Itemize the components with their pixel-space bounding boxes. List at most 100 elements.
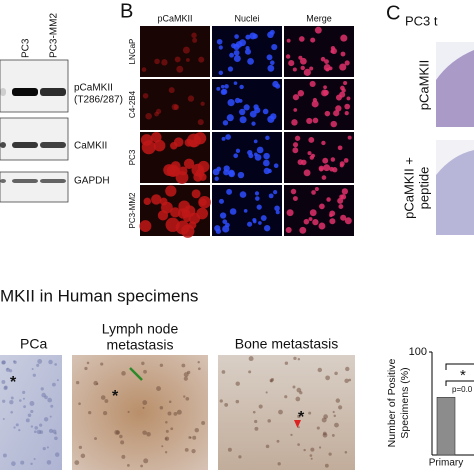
nucleus bbox=[265, 391, 268, 394]
nucleus bbox=[309, 454, 313, 457]
nucleus bbox=[54, 363, 58, 366]
nucleus bbox=[146, 431, 151, 437]
cell bbox=[165, 185, 177, 197]
cell bbox=[330, 49, 335, 54]
nucleus bbox=[50, 404, 54, 408]
cell bbox=[216, 38, 223, 45]
nucleus bbox=[284, 395, 288, 399]
nucleus bbox=[78, 445, 83, 450]
nucleus bbox=[334, 371, 338, 376]
nucleus bbox=[102, 410, 108, 416]
nucleus bbox=[252, 410, 256, 414]
nucleus bbox=[10, 410, 13, 414]
nucleus bbox=[334, 422, 339, 428]
cell bbox=[292, 147, 299, 154]
cell bbox=[267, 31, 274, 39]
nucleus bbox=[197, 361, 200, 364]
nucleus bbox=[296, 387, 302, 393]
nucleus bbox=[78, 402, 81, 406]
nucleus bbox=[185, 396, 190, 401]
cell bbox=[198, 56, 205, 63]
nucleus bbox=[290, 433, 293, 437]
cell bbox=[324, 59, 329, 65]
blot-band bbox=[12, 142, 38, 148]
cell bbox=[216, 166, 222, 172]
nucleus bbox=[6, 367, 9, 370]
cell bbox=[165, 217, 180, 232]
nucleus bbox=[74, 460, 80, 465]
bracket bbox=[445, 363, 474, 370]
cell bbox=[273, 189, 278, 195]
image-mark: * bbox=[112, 388, 119, 405]
nucleus bbox=[9, 399, 14, 405]
cell bbox=[340, 194, 347, 200]
nucleus bbox=[331, 434, 335, 437]
nucleus bbox=[1, 380, 6, 384]
cell bbox=[218, 45, 223, 50]
cell bbox=[344, 103, 351, 110]
cell bbox=[227, 66, 234, 72]
nucleus bbox=[54, 452, 60, 457]
nucleus bbox=[344, 451, 348, 454]
cell bbox=[161, 59, 168, 66]
nucleus bbox=[48, 428, 54, 434]
cell bbox=[337, 145, 343, 151]
nucleus bbox=[127, 410, 130, 414]
blot-band bbox=[40, 142, 66, 148]
nucleus bbox=[297, 443, 300, 446]
cell bbox=[308, 217, 313, 222]
cell bbox=[343, 81, 348, 86]
x-tick-label: Primary bbox=[429, 458, 463, 469]
cell bbox=[219, 212, 227, 219]
cell bbox=[225, 134, 231, 140]
nucleus bbox=[183, 372, 189, 378]
cell bbox=[329, 218, 336, 225]
micrograph bbox=[140, 26, 210, 77]
blot-band bbox=[0, 88, 6, 96]
nucleus bbox=[49, 415, 52, 418]
cell bbox=[237, 171, 245, 179]
nucleus bbox=[221, 370, 226, 374]
nucleus bbox=[143, 369, 147, 374]
nucleus bbox=[201, 421, 206, 425]
nucleus bbox=[258, 404, 263, 409]
cell bbox=[234, 34, 239, 39]
layout bbox=[0, 26, 474, 470]
cell bbox=[178, 200, 191, 213]
cell bbox=[141, 67, 147, 72]
nucleus bbox=[104, 399, 109, 403]
nucleus bbox=[126, 464, 130, 467]
nucleus bbox=[184, 447, 189, 452]
cell bbox=[233, 43, 240, 51]
nucleus bbox=[84, 366, 88, 371]
cell bbox=[298, 55, 303, 60]
cell bbox=[161, 201, 173, 214]
cell bbox=[339, 63, 347, 71]
nucleus bbox=[303, 448, 306, 452]
nucleus bbox=[235, 399, 240, 404]
nucleus bbox=[2, 453, 7, 458]
nucleus bbox=[39, 423, 43, 427]
cell bbox=[258, 221, 262, 225]
cell bbox=[285, 54, 291, 59]
cell bbox=[256, 204, 262, 210]
nucleus bbox=[33, 457, 36, 461]
cell bbox=[303, 218, 310, 225]
cell bbox=[222, 120, 229, 126]
cell bbox=[251, 121, 256, 126]
cell bbox=[274, 205, 280, 212]
nucleus bbox=[13, 426, 16, 429]
cell bbox=[262, 108, 269, 115]
image-label: metastasis bbox=[107, 337, 174, 353]
arrow bbox=[129, 367, 143, 381]
cell bbox=[340, 214, 347, 221]
nucleus bbox=[308, 411, 312, 415]
nucleus bbox=[42, 446, 46, 451]
cell bbox=[326, 197, 331, 202]
cell bbox=[291, 119, 298, 126]
band-label: CaMKII bbox=[74, 141, 107, 152]
nucleus bbox=[183, 376, 188, 381]
panel-letter: B bbox=[120, 0, 133, 22]
nucleus bbox=[161, 445, 164, 448]
cell bbox=[140, 134, 153, 146]
